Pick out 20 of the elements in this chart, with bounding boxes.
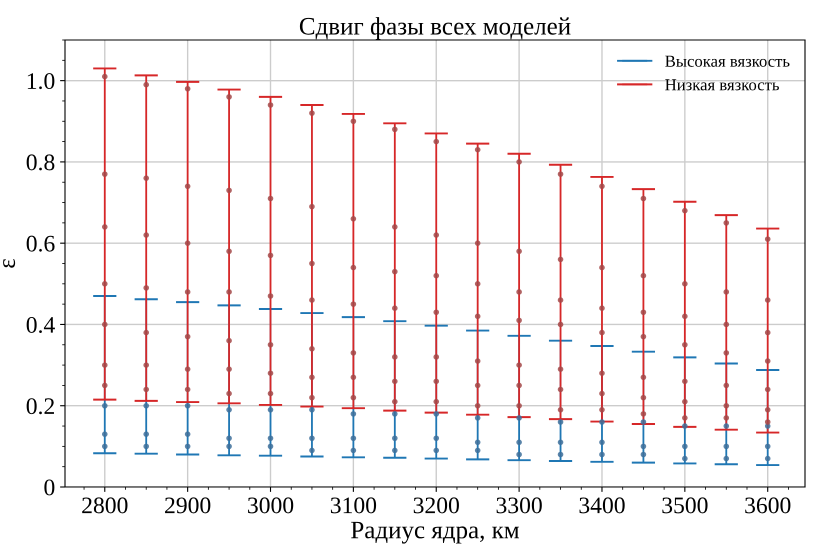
y-tick-label: 1.0 [28, 73, 54, 90]
y-axis-title: ε [3, 258, 16, 268]
x-tick-label: 3300 [496, 497, 542, 514]
chart-title: Сдвиг фазы всех моделей [300, 17, 571, 40]
y-tick-label: 0.8 [26, 154, 54, 170]
x-tick-label: 3100 [330, 497, 376, 514]
legend-label: Низкая вязкость [665, 79, 779, 90]
y-tick-label: 0.6 [26, 236, 55, 252]
x-axis-title: Радиус ядра, км [351, 522, 520, 544]
x-tick-label: 3600 [745, 497, 790, 514]
y-tick-label: 0.4 [26, 316, 55, 333]
legend-label: Высокая вязкость [665, 56, 790, 67]
x-tick-label: 3200 [414, 497, 459, 514]
x-tick-label: 3500 [662, 497, 708, 514]
x-tick-label: 3000 [248, 497, 294, 514]
x-tick-label: 2800 [82, 497, 128, 514]
y-tick-label: 0.2 [26, 398, 54, 414]
y-tick-label: 0 [44, 479, 54, 496]
x-tick-label: 3400 [579, 497, 625, 514]
x-tick-label: 2900 [165, 497, 210, 514]
